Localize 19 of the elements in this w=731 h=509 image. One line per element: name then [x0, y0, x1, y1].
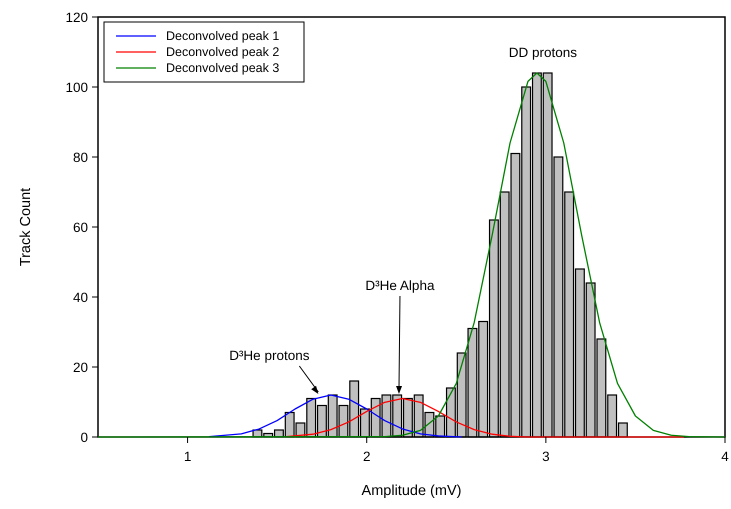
- annotation: DD protons: [508, 45, 578, 60]
- annotation: D³He Alpha: [365, 278, 435, 293]
- legend-label: Deconvolved peak 1: [166, 29, 280, 43]
- y-tick-label: 40: [72, 290, 88, 305]
- annotation: D³He protons: [229, 348, 310, 363]
- x-axis-title: Amplitude (mV): [362, 483, 462, 499]
- x-tick-label: 2: [362, 449, 370, 464]
- y-tick-label: 20: [72, 360, 88, 375]
- y-tick-label: 60: [72, 220, 88, 235]
- x-tick-label: 3: [542, 449, 550, 464]
- legend-label: Deconvolved peak 3: [166, 61, 280, 75]
- y-tick-label: 120: [65, 10, 88, 25]
- y-tick-label: 100: [65, 80, 88, 95]
- y-tick-label: 0: [80, 430, 88, 445]
- x-tick-label: 1: [184, 449, 192, 464]
- legend-label: Deconvolved peak 2: [166, 45, 280, 59]
- x-tick-label: 4: [721, 449, 730, 464]
- y-axis-title: Track Count: [18, 188, 34, 266]
- y-tick-label: 80: [72, 150, 88, 165]
